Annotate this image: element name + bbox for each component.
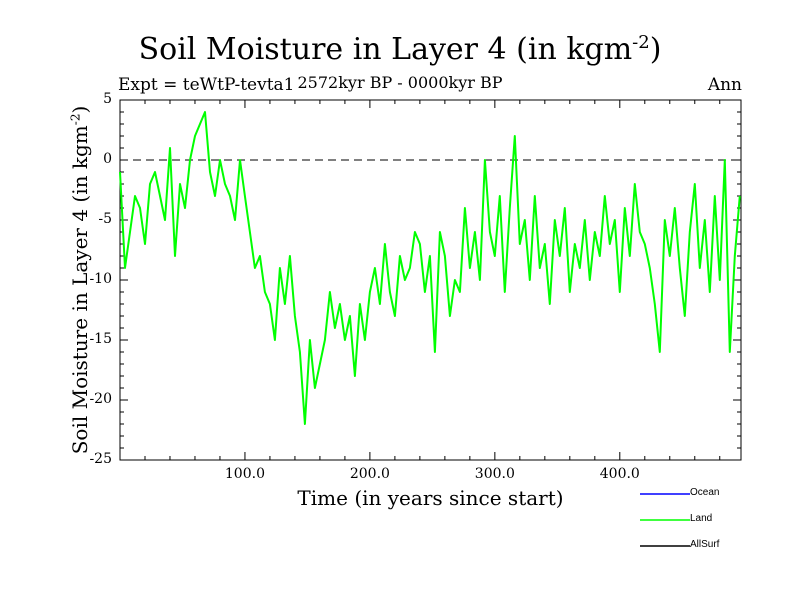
chart-subtitle: 2572kyr BP - 0000kyr BP xyxy=(297,73,503,92)
x-tick-label: 400.0 xyxy=(599,466,640,482)
chart-title: Soil Moisture in Layer 4 (in kgm-2) xyxy=(138,32,662,67)
x-axis-label: Time (in years since start) xyxy=(297,486,564,510)
plot-frame xyxy=(119,99,742,461)
legend-label-ocean: Ocean xyxy=(690,487,720,498)
experiment-label: Expt = teWtP-tevta1 xyxy=(118,75,295,95)
y-tick-label: -10 xyxy=(89,271,112,287)
y-tick-label: 0 xyxy=(103,151,112,167)
legend-label-allsurf: AllSurf xyxy=(690,539,720,550)
series-line-land xyxy=(119,111,741,425)
y-tick-label: -15 xyxy=(89,331,112,347)
y-tick-label: 5 xyxy=(103,91,112,107)
period-label: Ann xyxy=(707,75,742,95)
x-tick-label: 100.0 xyxy=(224,466,265,482)
x-tick-label: 200.0 xyxy=(349,466,390,482)
x-tick-label: 300.0 xyxy=(474,466,515,482)
y-tick-label: -20 xyxy=(89,391,112,407)
plot-area xyxy=(119,99,742,461)
y-tick-label: -25 xyxy=(89,451,112,467)
y-tick-label: -5 xyxy=(98,211,112,227)
legend-label-land: Land xyxy=(690,513,713,524)
